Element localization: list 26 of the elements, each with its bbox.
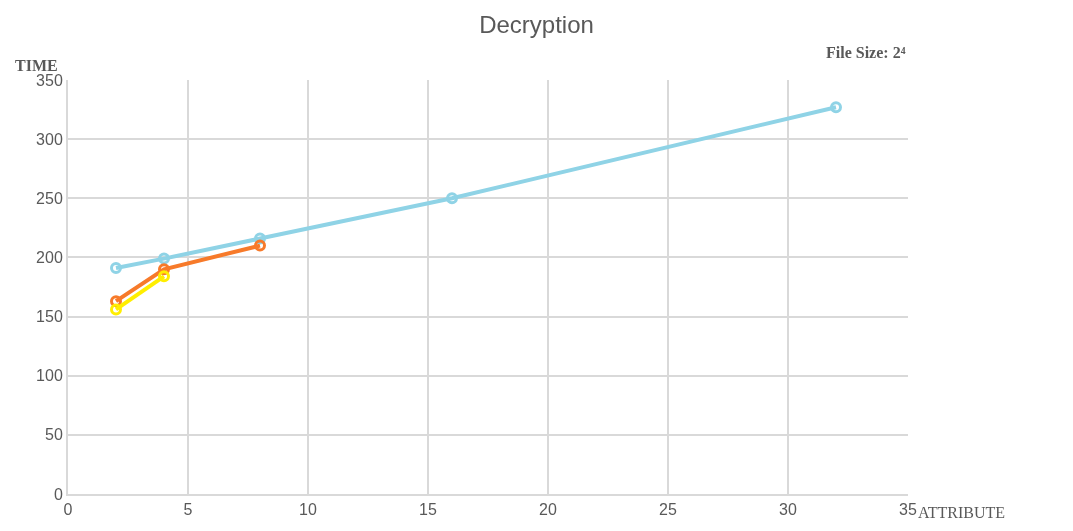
x-tick-label: 25 bbox=[659, 501, 677, 519]
y-tick-label: 50 bbox=[45, 426, 63, 444]
point bbox=[830, 101, 842, 114]
x-tick-label: 35 bbox=[899, 501, 917, 519]
x-tick-label: 30 bbox=[779, 501, 797, 519]
y-tick-label: 150 bbox=[36, 308, 63, 326]
point bbox=[110, 303, 122, 316]
chart-title: Decryption bbox=[479, 10, 594, 38]
point bbox=[158, 270, 170, 283]
point bbox=[254, 239, 266, 252]
text: File Size: 2⁴ bbox=[826, 44, 906, 61]
y-tick-label: 100 bbox=[36, 367, 63, 385]
y-tick-label: 200 bbox=[36, 249, 63, 267]
y-tick-label: 350 bbox=[36, 71, 63, 89]
x-axis-title: ATTRIBUTE bbox=[918, 504, 1006, 521]
x-tick-label: 10 bbox=[299, 501, 317, 519]
y-axis-title: TIME bbox=[15, 57, 58, 74]
x-tick-label: 20 bbox=[539, 501, 557, 519]
y-tick-label: 0 bbox=[53, 485, 63, 503]
y-tick-label: 250 bbox=[36, 189, 63, 207]
x-tick-label: 15 bbox=[419, 501, 437, 519]
point bbox=[158, 252, 170, 265]
point bbox=[110, 262, 122, 275]
x-tick-label: 5 bbox=[183, 501, 193, 519]
point bbox=[446, 192, 458, 205]
y-tick-label: 300 bbox=[36, 130, 63, 148]
